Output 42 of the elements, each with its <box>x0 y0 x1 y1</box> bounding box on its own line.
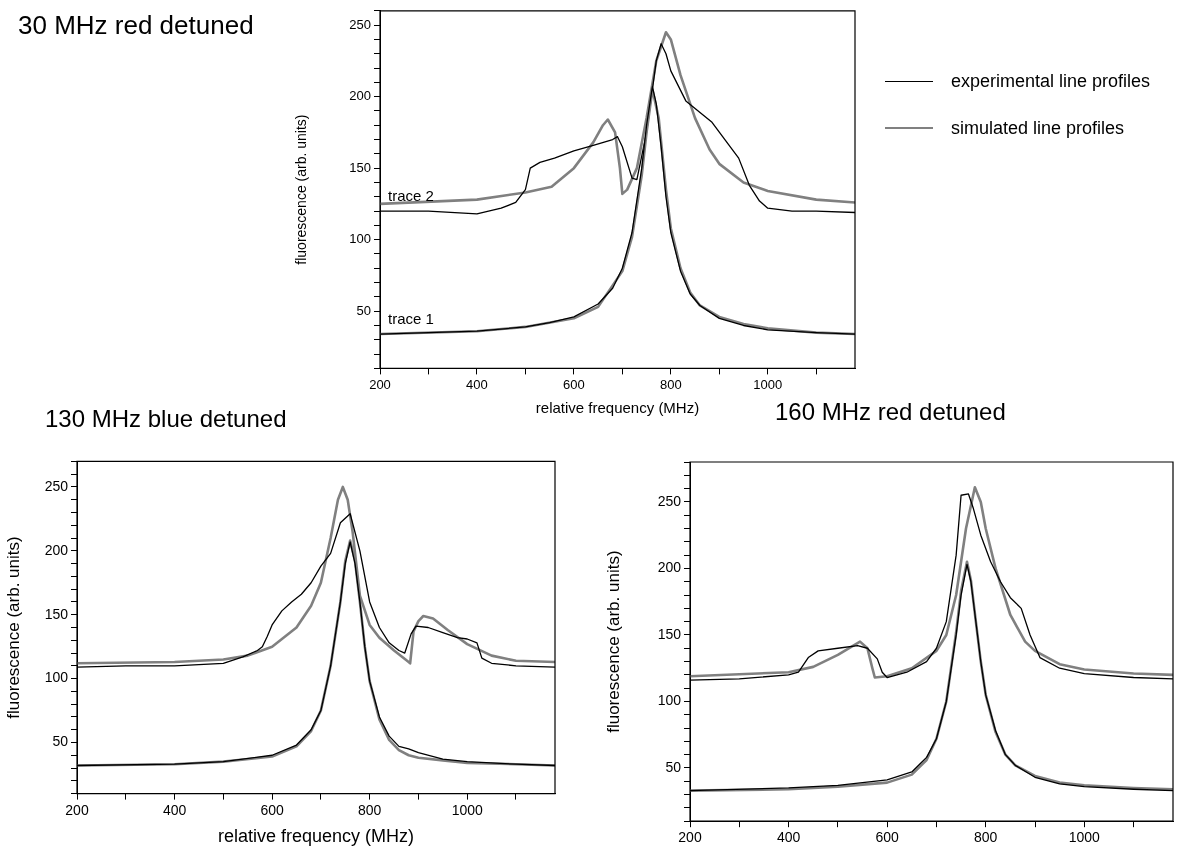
y-axis-title: fluorescence (arb. units) <box>3 536 23 719</box>
text: 30 MHz red detuned <box>18 10 254 41</box>
legend-label: simulated line profiles <box>951 117 1125 139</box>
x-tick-label: 600 <box>875 829 900 846</box>
y-axis-title: fluorescence (arb. units) <box>603 550 623 733</box>
x-tick-label: 800 <box>974 829 998 846</box>
x-tick-label: 1000 <box>753 376 783 392</box>
x-tick-label: 800 <box>357 801 382 818</box>
x-axis-title: relative frequency (MHz) <box>535 399 700 417</box>
x-tick-label: 400 <box>466 376 488 392</box>
y-tick-label: 200 <box>657 559 682 576</box>
y-tick-label: 250 <box>349 16 371 32</box>
x-tick-label: 200 <box>678 829 702 846</box>
y-tick-label: 150 <box>44 605 69 622</box>
x-axis-title: relative frequency (MHz) <box>217 826 415 847</box>
y-tick-label: 200 <box>349 88 371 104</box>
x-tick-label: 200 <box>369 376 391 392</box>
annotation: trace 1 <box>388 310 434 328</box>
y-tick-label: 50 <box>665 758 682 775</box>
y-tick-label: 100 <box>44 669 69 686</box>
y-tick-label: 50 <box>356 302 371 318</box>
y-tick-label: 100 <box>657 692 682 709</box>
x-tick-label: 1000 <box>451 801 483 818</box>
y-tick-label: 100 <box>349 231 371 247</box>
x-tick-label: 800 <box>659 376 682 392</box>
x-tick-label: 600 <box>563 376 585 392</box>
x-tick-label: 600 <box>260 801 284 818</box>
y-axis-title: fluorescence (arb. units) <box>293 114 310 265</box>
y-tick-label: 200 <box>44 541 69 558</box>
x-tick-label: 1000 <box>1068 829 1101 846</box>
y-tick-label: 50 <box>52 733 69 750</box>
x-tick-label: 400 <box>162 801 187 818</box>
chart-title: 130 MHz blue detuned <box>45 405 287 433</box>
legend-label: experimental line profiles <box>951 70 1151 92</box>
y-tick-label: 250 <box>657 492 682 509</box>
chart-title: 160 MHz red detuned <box>775 398 1006 426</box>
y-tick-label: 150 <box>349 159 371 175</box>
x-tick-label: 200 <box>65 801 89 818</box>
y-tick-label: 250 <box>44 477 69 494</box>
x-tick-label: 400 <box>776 829 801 846</box>
annotation: trace 2 <box>388 187 434 205</box>
y-tick-label: 150 <box>657 625 682 642</box>
